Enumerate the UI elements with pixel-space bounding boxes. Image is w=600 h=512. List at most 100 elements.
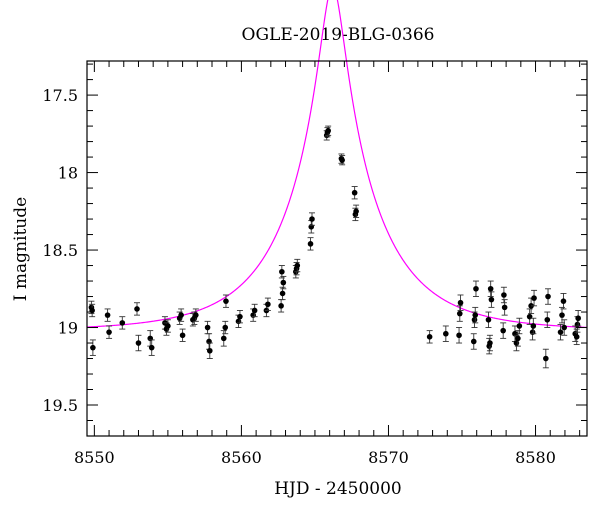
data-point	[442, 325, 449, 342]
data-marker	[456, 310, 463, 317]
data-marker	[573, 334, 580, 340]
data-marker	[559, 312, 565, 318]
data-point	[457, 294, 464, 311]
data-marker	[487, 340, 493, 346]
data-marker	[104, 312, 111, 318]
data-point	[542, 348, 549, 369]
data-point	[561, 319, 568, 336]
data-marker	[530, 323, 537, 329]
x-axis-label: HJD - 2450000	[274, 479, 402, 499]
chart-title: OGLE-2019-BLG-0366	[242, 25, 435, 45]
data-point	[220, 330, 227, 347]
model-layer	[86, 0, 588, 329]
data-marker	[487, 285, 494, 292]
data-point	[280, 275, 287, 290]
data-marker	[278, 303, 284, 309]
data-point	[485, 311, 492, 328]
data-marker	[471, 316, 478, 323]
data-marker	[443, 330, 449, 337]
data-marker	[472, 312, 479, 318]
data-point	[488, 291, 495, 308]
data-point	[206, 342, 213, 359]
data-marker	[223, 298, 229, 304]
data-point	[353, 204, 360, 218]
data-marker	[106, 329, 112, 335]
data-marker	[179, 332, 186, 339]
y-axis-label: I magnitude	[11, 197, 31, 301]
y-tick-label: 19	[58, 319, 78, 338]
data-point	[134, 302, 140, 316]
data-point	[279, 286, 286, 301]
data-point	[426, 330, 433, 344]
data-point	[560, 292, 567, 310]
data-point	[530, 317, 537, 335]
data-point	[472, 280, 479, 297]
data-marker	[279, 290, 286, 297]
ticks-layer: 8550 8560 8570 8580 17.5 18 18.5 19 19.5	[42, 61, 587, 467]
y-tick-label: 17.5	[42, 86, 78, 105]
data-point	[164, 319, 171, 333]
data-marker	[251, 307, 258, 314]
data-point	[309, 212, 315, 226]
data-marker	[220, 335, 227, 342]
data-point	[294, 258, 301, 273]
data-marker	[501, 304, 508, 311]
x-tick-label: 8580	[515, 448, 556, 467]
data-point	[516, 317, 523, 335]
data-point	[178, 308, 185, 322]
data-point	[575, 310, 582, 327]
data-point	[106, 325, 113, 339]
x-tick-label: 8560	[221, 448, 262, 467]
data-marker	[204, 324, 211, 331]
data-point	[531, 289, 538, 307]
data-point	[487, 280, 494, 297]
data-points-layer	[88, 125, 582, 369]
data-marker	[134, 306, 140, 312]
data-marker	[545, 293, 551, 300]
y-tick-label: 18	[58, 164, 78, 183]
model-curve	[86, 0, 588, 329]
data-point	[135, 334, 142, 352]
data-point	[500, 286, 507, 304]
data-point	[456, 327, 463, 344]
data-point	[251, 303, 258, 318]
data-point	[204, 320, 211, 335]
data-marker	[206, 347, 213, 354]
data-marker	[470, 338, 477, 345]
data-marker	[294, 262, 301, 269]
data-point	[206, 333, 213, 350]
data-marker	[222, 324, 229, 331]
x-tick-label: 8570	[368, 448, 409, 467]
data-point	[573, 328, 580, 346]
data-point	[456, 305, 463, 322]
data-marker	[237, 313, 243, 320]
data-point	[500, 322, 507, 339]
data-marker	[178, 312, 184, 318]
data-marker	[119, 320, 126, 326]
y-tick-label: 19.5	[42, 396, 78, 415]
data-marker	[307, 241, 314, 247]
data-marker	[426, 334, 433, 340]
data-point	[470, 333, 477, 350]
data-marker	[500, 327, 506, 334]
data-marker	[473, 285, 479, 292]
data-point	[179, 328, 186, 342]
data-marker	[488, 296, 495, 303]
data-marker	[515, 335, 521, 342]
data-marker	[135, 340, 142, 346]
data-point	[486, 334, 493, 352]
data-marker	[279, 268, 285, 275]
data-marker	[90, 344, 96, 351]
data-point	[307, 237, 314, 251]
data-point	[472, 306, 479, 324]
data-point	[308, 220, 315, 234]
data-point	[147, 330, 154, 347]
data-point	[557, 323, 564, 341]
data-marker	[516, 323, 523, 329]
data-marker	[193, 312, 199, 318]
data-point	[89, 339, 96, 356]
data-point	[222, 320, 229, 335]
data-point	[545, 288, 552, 305]
y-tick-label: 18.5	[42, 241, 78, 260]
data-point	[264, 297, 271, 311]
